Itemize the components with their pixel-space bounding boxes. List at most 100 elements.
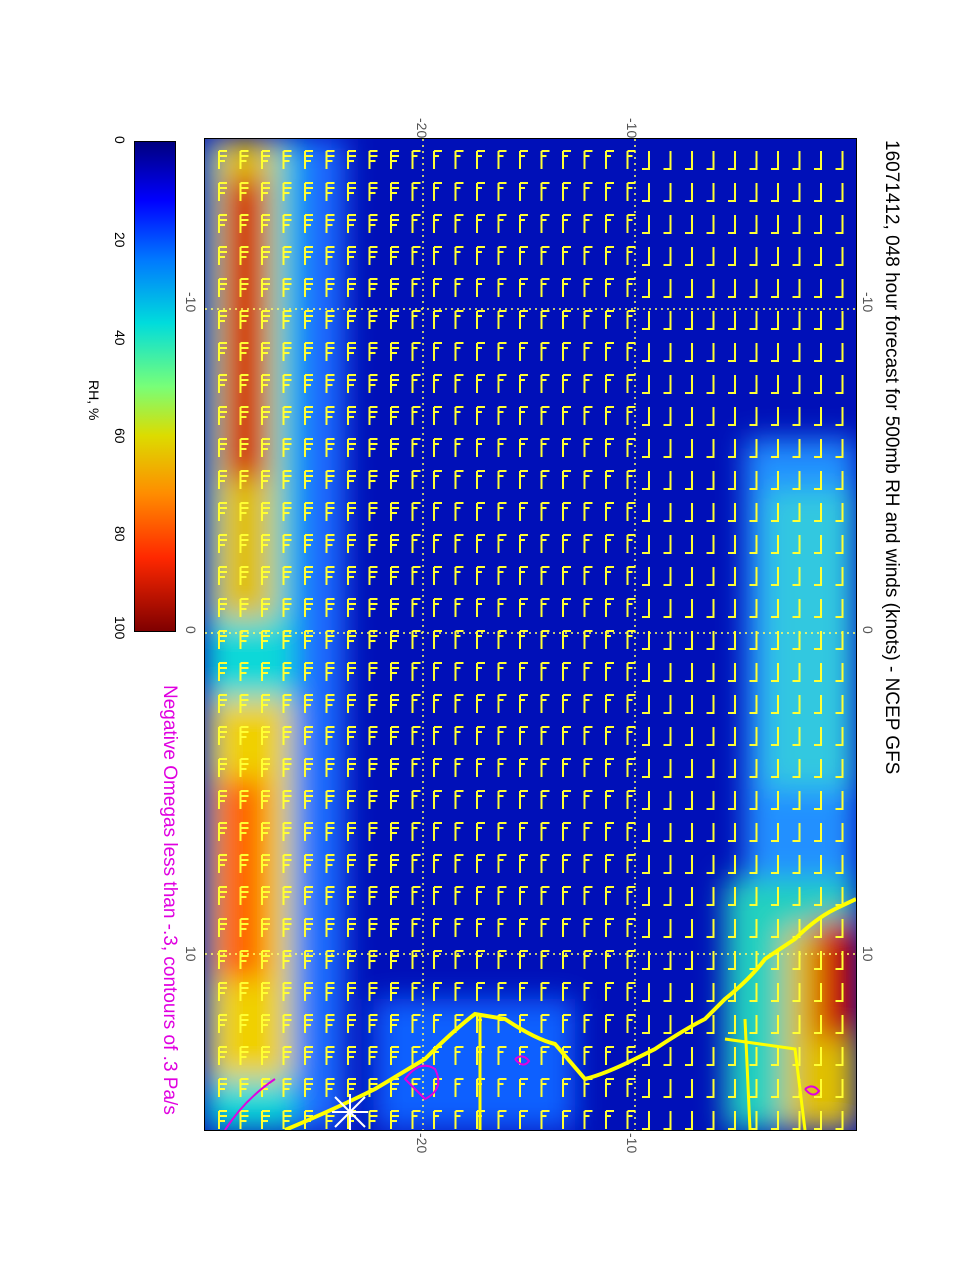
wind-barb	[368, 886, 378, 905]
wind-barb	[454, 214, 464, 233]
wind-barb	[239, 726, 249, 745]
wind-barb	[814, 151, 822, 170]
wind-barb	[325, 246, 335, 265]
wind-barb	[663, 951, 672, 970]
wind-barb	[282, 278, 292, 297]
wind-barb	[304, 790, 313, 809]
wind-barb	[519, 150, 528, 169]
wind-barb	[433, 470, 442, 489]
wind-barb	[814, 215, 822, 234]
wind-barb	[814, 599, 822, 618]
wind-barb	[218, 822, 227, 841]
wind-barb	[814, 887, 822, 906]
wind-barb	[239, 438, 249, 457]
wind-barb	[814, 439, 822, 458]
wind-barb	[390, 246, 399, 265]
wind-barb	[728, 279, 736, 298]
wind-barb	[239, 694, 249, 713]
wind-barb	[390, 950, 399, 969]
wind-barb	[218, 342, 227, 361]
wind-barb	[626, 502, 636, 521]
wind-barb	[685, 855, 693, 874]
wind-barb	[261, 950, 270, 969]
colorbar-tick-20: 20	[112, 232, 128, 248]
axis-right-label-1: -10	[860, 292, 876, 313]
wind-barb	[497, 1110, 507, 1129]
wind-barb	[347, 758, 356, 777]
wind-barb	[814, 567, 822, 586]
wind-barb	[562, 342, 571, 361]
wind-barb	[771, 343, 779, 362]
wind-barb	[835, 855, 844, 874]
wind-barb	[304, 886, 313, 905]
wind-barb	[583, 982, 593, 1001]
wind-barb	[835, 407, 844, 426]
wind-barb	[706, 343, 715, 362]
wind-barb	[497, 470, 507, 489]
wind-barb	[583, 1046, 593, 1065]
wind-barb	[642, 503, 650, 522]
wind-barb	[583, 470, 593, 489]
wind-barb	[476, 918, 485, 937]
wind-barb	[605, 822, 614, 841]
wind-barb	[433, 1014, 442, 1033]
wind-barb	[519, 950, 528, 969]
wind-barb	[728, 503, 736, 522]
wind-barb	[368, 566, 378, 585]
wind-barb	[368, 758, 378, 777]
wind-barb	[433, 502, 442, 521]
wind-barb	[304, 534, 313, 553]
wind-barb	[390, 1046, 399, 1065]
wind-barb	[562, 566, 571, 585]
wind-barb	[239, 406, 249, 425]
wind-barb	[642, 759, 650, 778]
wind-barb	[325, 694, 335, 713]
wind-barb	[728, 407, 736, 426]
wind-barb	[390, 310, 399, 329]
wind-barb	[218, 982, 227, 1001]
wind-barb	[497, 310, 507, 329]
wind-barb	[626, 150, 636, 169]
wind-barb	[239, 374, 249, 393]
wind-barb	[261, 726, 270, 745]
wind-barb	[792, 471, 801, 490]
wind-barb	[261, 1110, 270, 1129]
wind-barb	[540, 214, 550, 233]
wind-barb	[519, 1110, 528, 1129]
wind-barb	[605, 854, 614, 873]
wind-barb	[642, 343, 650, 362]
wind-barb	[562, 278, 571, 297]
wind-barb	[411, 502, 421, 521]
wind-barb	[497, 918, 507, 937]
wind-barb	[497, 182, 507, 201]
wind-barb	[771, 151, 779, 170]
wind-barb	[663, 919, 672, 938]
wind-barb	[835, 247, 844, 266]
wind-barb	[642, 919, 650, 938]
wind-barb	[540, 1014, 550, 1033]
axis-top-label-1: -20	[414, 118, 430, 139]
wind-barb	[728, 247, 736, 266]
wind-barb	[663, 663, 672, 682]
wind-barb	[540, 918, 550, 937]
wind-barb	[771, 375, 779, 394]
wind-barb	[540, 758, 550, 777]
wind-barb	[663, 1079, 672, 1098]
wind-barb	[540, 374, 550, 393]
wind-barb	[368, 1046, 378, 1065]
wind-barb	[771, 1047, 779, 1066]
wind-barb	[433, 406, 442, 425]
wind-barb	[368, 502, 378, 521]
wind-barb	[771, 823, 779, 842]
wind-barb	[433, 886, 442, 905]
wind-barb	[706, 695, 715, 714]
wind-barb	[583, 374, 593, 393]
wind-barb	[663, 311, 672, 330]
wind-barb	[368, 950, 378, 969]
wind-barb	[771, 695, 779, 714]
wind-barb	[519, 342, 528, 361]
wind-barb	[562, 726, 571, 745]
wind-barb	[261, 406, 270, 425]
wind-barb	[562, 1110, 571, 1129]
wind-barb	[728, 1111, 736, 1130]
